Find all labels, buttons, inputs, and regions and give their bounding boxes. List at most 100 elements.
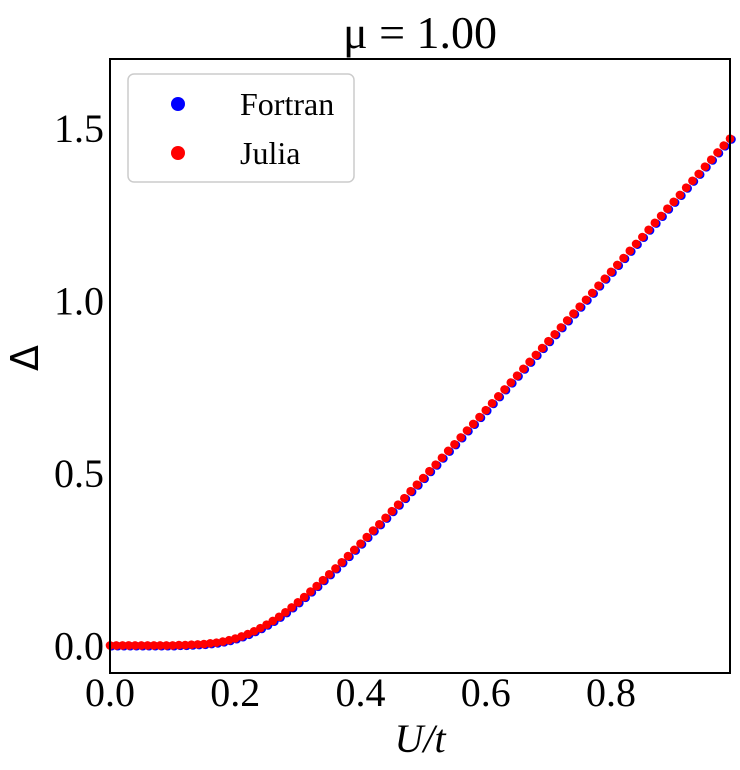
data-point bbox=[681, 183, 691, 192]
data-point bbox=[487, 398, 497, 408]
data-point bbox=[481, 405, 491, 415]
data-point bbox=[493, 392, 503, 401]
legend-marker bbox=[171, 146, 185, 160]
data-point bbox=[443, 446, 453, 456]
data-point bbox=[462, 426, 472, 435]
x-tick-label: 0.6 bbox=[461, 670, 511, 715]
data-point bbox=[137, 641, 146, 650]
data-point bbox=[168, 641, 177, 650]
data-point bbox=[675, 190, 685, 200]
y-axis-label: Δ bbox=[3, 345, 47, 371]
data-point bbox=[544, 336, 553, 346]
data-point bbox=[562, 316, 572, 325]
data-point bbox=[312, 581, 321, 591]
data-point bbox=[274, 612, 284, 622]
legend-label: Fortran bbox=[240, 86, 334, 122]
data-point bbox=[600, 274, 610, 284]
y-tick-label: 0.0 bbox=[54, 623, 104, 668]
series-julia bbox=[105, 134, 735, 650]
data-point bbox=[644, 225, 653, 235]
plot-frame bbox=[109, 58, 731, 674]
x-tick-label: 0.8 bbox=[586, 670, 636, 715]
data-point bbox=[374, 520, 384, 529]
data-point bbox=[625, 246, 635, 256]
data-point bbox=[111, 641, 121, 650]
data-point bbox=[706, 155, 716, 165]
y-tick-label: 1.5 bbox=[54, 106, 104, 151]
data-point bbox=[663, 204, 672, 214]
data-point bbox=[400, 493, 409, 503]
data-point bbox=[387, 506, 397, 516]
data-points bbox=[105, 134, 736, 651]
data-point bbox=[638, 232, 647, 242]
data-point bbox=[519, 364, 528, 374]
data-point bbox=[356, 539, 365, 548]
axis-ticks: 0.0 0.2 0.4 0.6 0.8 0.0 0.5 1.0 1.5 bbox=[54, 106, 636, 715]
data-point bbox=[155, 641, 165, 650]
data-point bbox=[293, 597, 303, 607]
x-tick-label: 0.4 bbox=[336, 670, 386, 715]
legend-marker bbox=[171, 97, 185, 111]
data-point bbox=[174, 640, 184, 650]
series-fortran bbox=[107, 135, 736, 651]
data-point bbox=[719, 141, 729, 150]
data-point bbox=[556, 323, 566, 332]
data-point bbox=[550, 329, 559, 339]
data-point bbox=[631, 239, 641, 249]
data-point bbox=[331, 564, 340, 573]
data-point bbox=[587, 288, 597, 298]
data-point bbox=[130, 641, 140, 650]
x-tick-label: 0.2 bbox=[210, 670, 260, 715]
data-point bbox=[381, 513, 390, 523]
data-point bbox=[187, 640, 196, 650]
data-point bbox=[393, 500, 403, 509]
data-point bbox=[281, 607, 290, 617]
data-point bbox=[406, 486, 415, 496]
data-point bbox=[506, 378, 516, 387]
data-point bbox=[180, 640, 190, 650]
data-point bbox=[525, 357, 534, 367]
data-point bbox=[700, 162, 710, 171]
data-point bbox=[619, 253, 628, 263]
legend: Fortran Julia bbox=[127, 73, 355, 183]
data-point bbox=[531, 350, 541, 360]
data-point bbox=[437, 453, 447, 463]
chart-title: μ = 1.00 bbox=[343, 7, 497, 58]
y-tick-label: 0.5 bbox=[54, 451, 104, 496]
data-point bbox=[606, 267, 616, 277]
data-point bbox=[205, 639, 215, 648]
data-point bbox=[412, 480, 422, 489]
data-point bbox=[299, 592, 309, 602]
data-point bbox=[337, 557, 347, 567]
data-point bbox=[688, 176, 697, 186]
data-point bbox=[431, 460, 440, 469]
data-point bbox=[500, 385, 509, 394]
data-point bbox=[475, 412, 484, 422]
data-point bbox=[594, 281, 603, 290]
data-point bbox=[162, 641, 171, 650]
data-point bbox=[124, 641, 134, 650]
data-point bbox=[268, 616, 278, 626]
data-point bbox=[450, 440, 459, 449]
data-point bbox=[569, 309, 578, 318]
data-point bbox=[149, 641, 159, 650]
x-tick-label: 0.0 bbox=[85, 670, 135, 715]
data-point bbox=[349, 545, 359, 555]
data-point bbox=[143, 641, 152, 650]
data-point bbox=[581, 295, 591, 305]
data-point bbox=[199, 639, 209, 649]
data-point bbox=[118, 641, 127, 650]
data-point bbox=[456, 433, 466, 442]
data-point bbox=[468, 419, 478, 429]
data-point bbox=[193, 640, 202, 649]
data-point bbox=[612, 260, 622, 270]
data-point bbox=[713, 148, 722, 157]
data-point bbox=[256, 623, 265, 633]
data-point bbox=[425, 466, 434, 476]
data-point bbox=[262, 620, 271, 630]
data-point bbox=[362, 532, 372, 542]
y-tick-label: 1.0 bbox=[54, 278, 104, 323]
data-point bbox=[575, 302, 584, 311]
data-point bbox=[656, 211, 666, 221]
